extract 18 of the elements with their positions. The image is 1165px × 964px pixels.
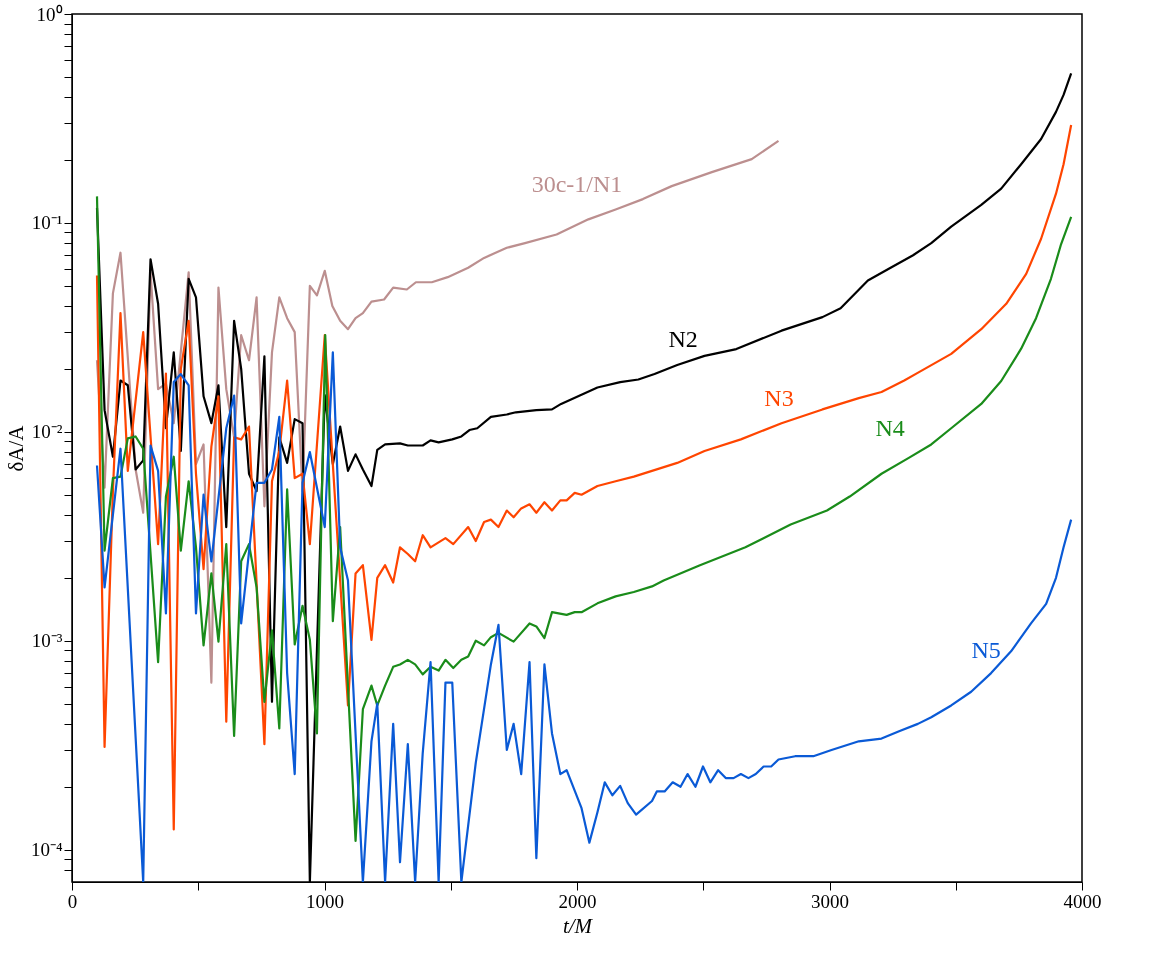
- x-tick-label: 3000: [811, 890, 849, 912]
- y-tick-label: 10⁻²: [31, 421, 63, 443]
- y-tick-label: 10⁰: [36, 3, 63, 25]
- x-axis-title: t/M: [562, 913, 594, 938]
- series-label: N3: [764, 385, 794, 412]
- series-label: N5: [971, 636, 1001, 663]
- y-axis-title: δA/A: [3, 424, 28, 472]
- x-tick-label: 0: [67, 890, 78, 912]
- y-tick-label: 10⁻¹: [31, 212, 63, 234]
- x-tick-label: 1000: [306, 890, 344, 912]
- y-tick-label: 10⁻³: [31, 630, 63, 652]
- series-label: N4: [875, 414, 905, 441]
- series-label: 30c-1/N1: [531, 170, 623, 197]
- y-tick-label: 10⁻⁴: [30, 839, 63, 861]
- line-series: [95, 351, 1073, 882]
- series-label: N2: [668, 326, 698, 352]
- x-tick-label: 4000: [1063, 890, 1102, 912]
- x-tick-label: 2000: [558, 890, 597, 912]
